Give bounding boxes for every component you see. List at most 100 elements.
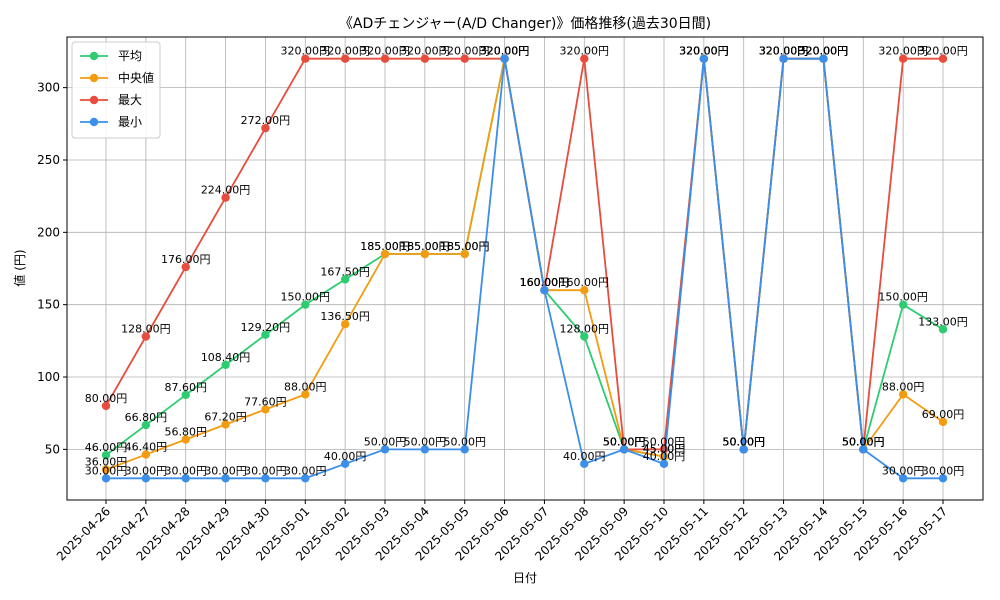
data-label: 320.00円 (799, 45, 849, 58)
data-label: 128.00円 (121, 323, 171, 336)
y-tick-label: 50 (45, 442, 60, 456)
data-point (141, 420, 151, 430)
data-label: 45.00円 (643, 443, 686, 456)
data-point (181, 390, 190, 400)
data-label: 185.00円 (400, 240, 450, 253)
data-label: 128.00円 (560, 323, 610, 336)
data-point (301, 54, 310, 63)
data-label: 320.00円 (281, 45, 331, 58)
data-point (101, 450, 111, 460)
data-label: 160.00円 (520, 276, 570, 289)
y-axis-title: 値 (円) (12, 249, 27, 286)
data-point (301, 300, 310, 309)
data-point (340, 320, 350, 329)
data-point (340, 275, 350, 284)
plot-frame (66, 36, 984, 501)
data-point (659, 459, 669, 469)
data-label: 320.00円 (480, 45, 530, 58)
data-point (420, 54, 430, 63)
data-point (938, 417, 948, 427)
data-point (819, 54, 828, 63)
data-label: 88.00円 (882, 380, 925, 393)
data-point (938, 325, 948, 334)
data-label: 50.00円 (842, 435, 885, 448)
data-label: 320.00円 (560, 45, 610, 58)
data-point (261, 405, 270, 414)
data-label: 320.00円 (480, 45, 530, 58)
data-label: 50.00円 (603, 435, 646, 448)
data-label: 185.00円 (360, 240, 410, 253)
data-point (221, 193, 230, 202)
series-line (106, 57, 943, 480)
data-label: 160.00円 (520, 276, 570, 289)
data-point (580, 286, 589, 295)
data-label: 320.00円 (400, 45, 450, 58)
data-point (739, 445, 748, 454)
data-point (141, 450, 151, 459)
y-tick-label: 100 (37, 370, 60, 384)
data-point (181, 435, 190, 444)
data-point (141, 474, 151, 483)
data-label: 108.40円 (201, 351, 251, 364)
data-label: 45.00円 (643, 443, 686, 456)
data-label: 320.00円 (679, 45, 729, 58)
data-label: 56.80円 (164, 426, 207, 439)
data-point (380, 445, 390, 454)
data-label: 87.60円 (164, 381, 207, 394)
legend-label: 最小 (118, 115, 142, 129)
data-label: 167.50円 (320, 265, 370, 278)
legend-label: 最大 (118, 93, 142, 107)
data-point (898, 300, 908, 309)
data-label: 50.00円 (603, 435, 646, 448)
data-label: 185.00円 (360, 240, 410, 253)
data-point (380, 54, 390, 63)
legend-marker (89, 51, 99, 61)
data-label: 320.00円 (679, 45, 729, 58)
data-label: 320.00円 (679, 45, 729, 58)
x-axis-title: 日付 (513, 571, 537, 585)
y-tick-label: 200 (37, 225, 60, 239)
data-point (101, 474, 111, 483)
data-label: 150.00円 (878, 291, 928, 304)
data-point (898, 54, 908, 63)
data-point (938, 54, 948, 63)
data-label: 185.00円 (400, 240, 450, 253)
data-label: 50.00円 (404, 435, 447, 448)
legend-marker (89, 95, 99, 105)
data-label: 80.00円 (85, 392, 128, 405)
data-labels-layer: 46.00円 66.80円 87.60円 108.40円 129.20円 150.00円 1… (85, 45, 968, 478)
data-point (340, 459, 350, 469)
legend-label: 平均 (118, 49, 142, 63)
data-label: 46.00円 (85, 441, 128, 454)
data-point (500, 54, 509, 63)
data-label: 50.00円 (842, 435, 885, 448)
data-point (898, 390, 908, 399)
data-point (301, 474, 310, 483)
data-point (580, 54, 589, 63)
y-tick-label: 250 (37, 153, 60, 167)
data-label: 40.00円 (643, 450, 686, 463)
data-label: 320.00円 (799, 45, 849, 58)
data-label: 160.00円 (560, 276, 610, 289)
data-label: 160.00円 (520, 276, 570, 289)
chart-title: 《ADチェンジャー(A/D Changer)》価格推移(過去30日間) (339, 16, 711, 32)
y-axis: 50 100 150 200 250 300 (37, 81, 67, 456)
data-label: 320.00円 (440, 45, 490, 58)
data-point (101, 401, 111, 411)
data-label: 69.00円 (922, 408, 965, 421)
data-label: 36.00円 (85, 456, 128, 469)
data-label: 320.00円 (759, 45, 809, 58)
data-point (420, 249, 430, 259)
y-tick-label: 150 (37, 298, 60, 312)
data-label: 224.00円 (201, 184, 251, 197)
data-label: 30.00円 (284, 464, 327, 477)
data-point (261, 474, 270, 483)
data-label: 129.20円 (241, 321, 291, 334)
data-point (181, 474, 190, 483)
data-label: 50.00円 (722, 435, 765, 448)
data-label: 160.00円 (520, 276, 570, 289)
series-layer (101, 54, 948, 483)
data-label: 320.00円 (360, 45, 410, 58)
data-point (580, 332, 589, 341)
